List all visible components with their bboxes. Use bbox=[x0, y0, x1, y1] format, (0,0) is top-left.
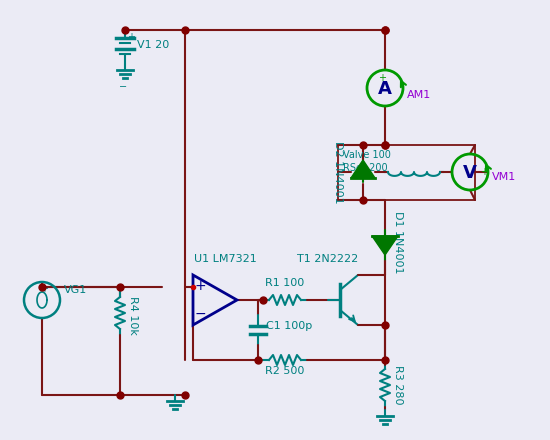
Text: D1 1N4001: D1 1N4001 bbox=[393, 211, 403, 273]
Text: V: V bbox=[463, 164, 477, 182]
Text: VG1: VG1 bbox=[64, 285, 87, 295]
Text: R1 100: R1 100 bbox=[265, 278, 305, 288]
Text: +: + bbox=[40, 284, 48, 294]
Text: +: + bbox=[127, 32, 135, 42]
Polygon shape bbox=[351, 160, 375, 178]
Text: RSer 200: RSer 200 bbox=[343, 163, 388, 173]
Text: +: + bbox=[378, 73, 386, 83]
Text: −: − bbox=[194, 307, 206, 321]
Text: Valve 100: Valve 100 bbox=[343, 150, 391, 160]
Text: T1 2N2222: T1 2N2222 bbox=[298, 254, 359, 264]
Text: R2 500: R2 500 bbox=[265, 366, 305, 376]
Text: D2 1N4001: D2 1N4001 bbox=[333, 141, 343, 203]
Text: R3 280: R3 280 bbox=[393, 365, 403, 405]
Bar bbox=[338, 145, 475, 200]
Text: AM1: AM1 bbox=[407, 90, 431, 100]
Text: U1 LM7321: U1 LM7321 bbox=[194, 254, 256, 264]
Text: +: + bbox=[480, 167, 488, 177]
Text: R4 10k: R4 10k bbox=[128, 296, 138, 334]
Text: V1 20: V1 20 bbox=[137, 40, 169, 50]
Text: −: − bbox=[119, 82, 127, 92]
Text: A: A bbox=[378, 80, 392, 98]
Polygon shape bbox=[372, 236, 398, 255]
Text: C1 100p: C1 100p bbox=[266, 321, 312, 331]
Text: +: + bbox=[194, 279, 206, 293]
Text: VM1: VM1 bbox=[492, 172, 516, 182]
